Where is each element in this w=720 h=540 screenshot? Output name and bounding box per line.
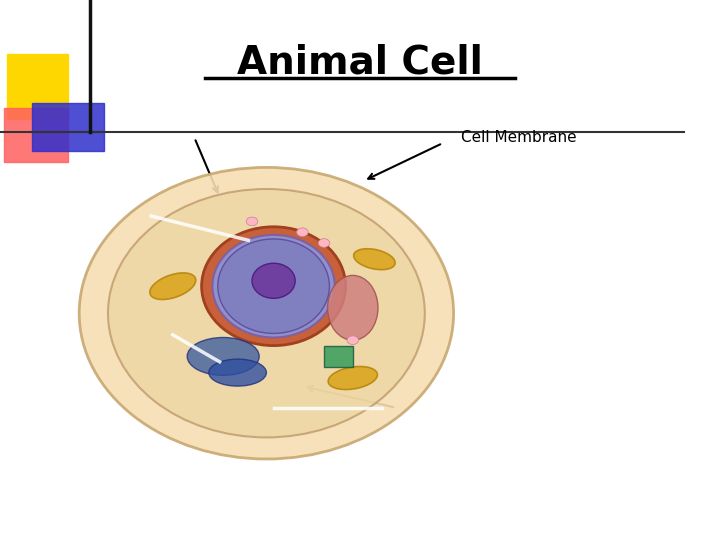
Circle shape [347,336,359,345]
Bar [324,346,353,367]
Text: Animal Cell: Animal Cell [237,43,483,81]
Text: Cell Membrane: Cell Membrane [461,130,577,145]
Ellipse shape [108,189,425,437]
Ellipse shape [328,275,378,340]
Ellipse shape [252,263,295,298]
Bar [32,103,104,151]
Bar [4,108,68,162]
Ellipse shape [217,239,330,334]
Circle shape [318,239,330,247]
Circle shape [297,228,308,237]
Ellipse shape [150,273,196,300]
Ellipse shape [212,235,335,338]
Ellipse shape [202,227,346,346]
Ellipse shape [354,249,395,269]
Ellipse shape [328,367,377,389]
Bar [7,54,68,119]
Ellipse shape [209,359,266,386]
Ellipse shape [187,338,259,375]
Circle shape [246,217,258,226]
Ellipse shape [79,167,454,459]
